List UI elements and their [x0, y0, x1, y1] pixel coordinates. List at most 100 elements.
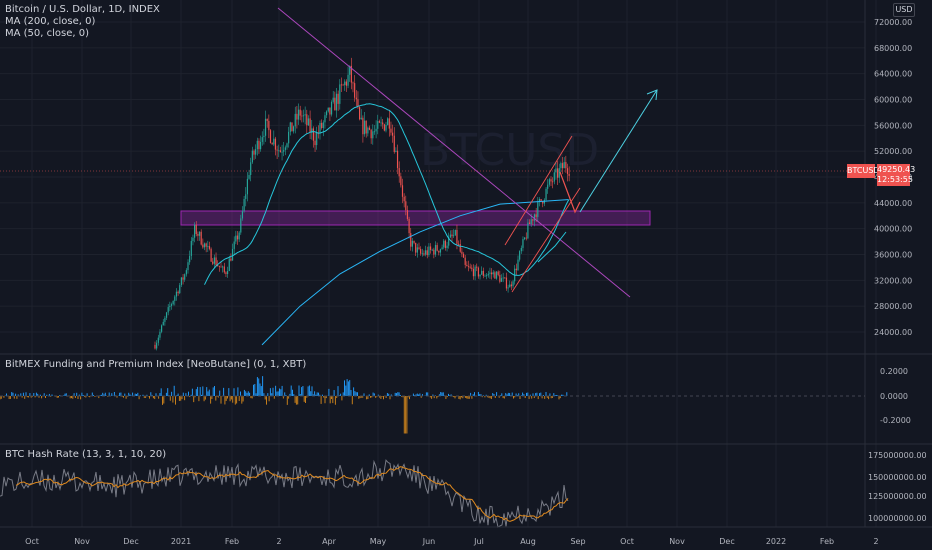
- candle-body: [203, 243, 206, 248]
- currency-badge[interactable]: USD: [893, 3, 915, 17]
- funding-pane-title[interactable]: BitMEX Funding and Premium Index [NeoBut…: [5, 359, 307, 370]
- candle-body: [410, 233, 412, 247]
- candle-body: [363, 120, 366, 135]
- candle-body: [438, 250, 440, 253]
- candle-body: [190, 241, 192, 256]
- candle-body: [406, 210, 409, 219]
- candle-body: [467, 266, 470, 267]
- candle-body: [527, 222, 529, 239]
- last-price-box: 49250.43 12:53:55: [877, 164, 916, 186]
- time-tick-label: Oct: [620, 537, 634, 546]
- candle-body: [335, 93, 338, 111]
- candle-body: [339, 84, 341, 104]
- ma50-legend[interactable]: MA (50, close, 0): [5, 28, 90, 39]
- candle-body: [528, 222, 531, 224]
- candle-body: [352, 82, 354, 84]
- candle-body: [532, 219, 534, 221]
- candle-body: [159, 331, 161, 338]
- price-tick-label: 52000.00: [874, 147, 912, 156]
- candle-body: [563, 162, 565, 169]
- candle-body: [240, 218, 242, 233]
- candle-body: [345, 81, 347, 86]
- candle-body: [195, 224, 197, 235]
- funding-tick-label: -0.2000: [880, 416, 911, 425]
- candle-body: [327, 107, 329, 112]
- candle-body: [538, 199, 541, 202]
- candle-body: [207, 246, 209, 247]
- candle-body: [312, 128, 314, 141]
- symbol-watermark: BTCUSD: [420, 125, 599, 176]
- candle-body: [505, 277, 508, 289]
- time-tick-label: Feb: [225, 537, 239, 546]
- ma-continuation: [537, 231, 567, 263]
- candle-body: [522, 239, 524, 248]
- candle-body: [236, 235, 239, 240]
- hashrate-line: [0, 459, 569, 528]
- candle-body: [542, 201, 544, 204]
- candle-body: [245, 194, 247, 199]
- candle-body: [180, 277, 182, 286]
- hashrate-tick-label: 150000000.00: [868, 473, 927, 482]
- candle-body: [481, 270, 483, 275]
- candle-body: [273, 138, 275, 145]
- last-price-symbol-label: BTCUSD: [847, 164, 880, 178]
- candle-body: [241, 211, 244, 219]
- candle-body: [548, 179, 550, 185]
- time-tick-label: Oct: [25, 537, 39, 546]
- candle-body: [291, 122, 293, 132]
- candle-body: [537, 201, 539, 217]
- candle-body: [372, 131, 374, 139]
- symbol-title[interactable]: Bitcoin / U.S. Dollar, 1D, INDEX: [5, 4, 160, 15]
- ma200-legend[interactable]: MA (200, close, 0): [5, 16, 96, 27]
- candle-body: [428, 246, 430, 256]
- candle-body: [461, 251, 463, 254]
- candle-body: [486, 275, 488, 277]
- candle-body: [184, 274, 186, 280]
- candle-body: [289, 122, 291, 132]
- candle-body: [421, 253, 423, 255]
- candle-body: [456, 229, 458, 244]
- candle-body: [359, 107, 361, 120]
- ma200-line: [261, 199, 569, 346]
- candle-body: [350, 65, 352, 83]
- candle-body: [157, 337, 159, 343]
- time-tick-label: Jul: [473, 537, 484, 546]
- candle-body: [378, 121, 380, 123]
- candle-body: [458, 243, 460, 245]
- candle-body: [524, 237, 526, 240]
- candle-body: [309, 118, 311, 133]
- candle-body: [507, 287, 509, 289]
- candle-body: [555, 168, 557, 173]
- hashrate-ma-line: [15, 466, 569, 522]
- hashrate-pane-title[interactable]: BTC Hash Rate (13, 3, 1, 10, 20): [5, 449, 167, 460]
- time-tick-label: Dec: [123, 537, 138, 546]
- candle-body: [362, 117, 364, 135]
- candle-body: [167, 307, 169, 313]
- candle-body: [434, 245, 437, 255]
- price-tick-label: 64000.00: [874, 70, 912, 79]
- funding-tick-label: 0.2000: [880, 367, 908, 376]
- price-tick-label: 24000.00: [874, 328, 912, 337]
- candle-body: [256, 140, 258, 150]
- chart-drawings[interactable]: [277, 7, 658, 298]
- candle-body: [261, 137, 263, 142]
- price-tick-label: 40000.00: [874, 225, 912, 234]
- candle-body: [515, 268, 517, 271]
- candle-body: [326, 111, 328, 116]
- candle-body: [297, 109, 300, 120]
- candle-body: [321, 122, 323, 128]
- candle-body: [337, 93, 339, 104]
- candle-body: [170, 304, 173, 306]
- last-price-value: 49250.43: [877, 165, 916, 174]
- candle-body: [491, 272, 493, 275]
- candle-body: [185, 270, 187, 275]
- candle-body: [423, 253, 425, 255]
- candle-body: [540, 199, 542, 202]
- candle-body: [197, 234, 199, 236]
- channel-lower-line: [511, 187, 581, 293]
- candle-body: [227, 270, 229, 275]
- bar-countdown: 12:53:55: [877, 175, 913, 184]
- support-zone[interactable]: [180, 210, 651, 226]
- candle-body: [164, 317, 166, 322]
